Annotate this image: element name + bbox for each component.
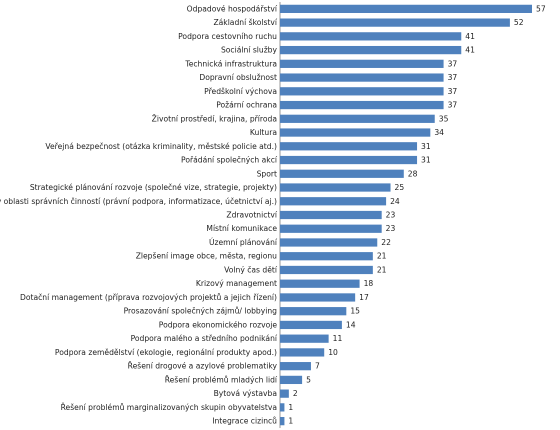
bar (280, 403, 285, 412)
category-label: Sport (257, 169, 277, 178)
value-label: 11 (333, 334, 343, 343)
value-label: 28 (408, 169, 418, 178)
category-label: Spolupráce v oblasti správních činností … (0, 197, 277, 206)
bar (280, 73, 444, 82)
value-label: 23 (386, 224, 396, 233)
bar (280, 197, 387, 206)
category-label: Pořádání společných akcí (181, 156, 278, 165)
category-label: Podpora zemědělství (ekologie, regionáln… (55, 348, 277, 357)
category-label: Bytová výstavba (214, 389, 277, 398)
bar (280, 114, 435, 123)
value-label: 35 (439, 114, 449, 123)
bar (280, 59, 444, 68)
category-label: Základní školství (213, 18, 277, 27)
category-label: Řešení problémů marginalizovaných skupin… (61, 403, 277, 412)
category-label: Životní prostředí, krajina, příroda (152, 114, 277, 123)
bar (280, 155, 418, 165)
bar (280, 45, 462, 55)
category-label: Požární ochrana (216, 101, 277, 110)
value-label: 1 (288, 403, 293, 412)
value-label: 31 (421, 142, 431, 151)
bar (280, 265, 373, 275)
value-label: 37 (448, 59, 458, 68)
value-label: 7 (315, 362, 320, 371)
category-label: Sociální služby (221, 46, 278, 55)
category-label: Podpora ekonomického rozvoje (159, 320, 278, 329)
category-label: Odpadové hospodářství (187, 4, 278, 13)
bar (280, 87, 444, 96)
category-label: Předškolní výchova (204, 87, 277, 96)
bar (280, 100, 444, 110)
category-label: Dopravní obslužnost (199, 73, 277, 82)
value-label: 21 (377, 252, 387, 261)
category-label: Územní plánování (209, 238, 278, 247)
bar (280, 238, 378, 247)
bar (280, 320, 342, 330)
value-label: 31 (421, 156, 431, 165)
bar (280, 169, 404, 178)
category-label: Dotační management (příprava rozvojových… (20, 293, 277, 302)
value-label: 37 (448, 73, 458, 82)
category-label: Integrace cizinců (212, 417, 277, 426)
value-label: 2 (293, 389, 298, 398)
value-label: 41 (465, 32, 475, 41)
category-label: Podpora cestovního ruchu (178, 32, 277, 41)
value-label: 10 (328, 348, 338, 357)
category-label: Zdravotnictví (226, 211, 277, 220)
value-label: 14 (346, 320, 356, 329)
bar (280, 279, 360, 288)
value-label: 57 (536, 4, 546, 13)
bar (280, 18, 510, 27)
category-label: Podpora malého a středního podnikání (131, 334, 278, 343)
category-label: Strategické plánování rozvoje (společné … (30, 183, 277, 192)
value-label: 37 (448, 87, 458, 96)
category-label: Zlepšení image obce, města, regionu (136, 252, 277, 261)
bar (280, 32, 462, 41)
value-label: 34 (434, 128, 444, 137)
category-label: Volný čas dětí (224, 265, 278, 274)
bar (280, 183, 391, 192)
bar (280, 128, 431, 137)
bar (280, 334, 329, 343)
category-label: Řešení drogové a azylové problematiky (128, 362, 278, 371)
bar (280, 375, 303, 385)
bar (280, 224, 382, 233)
category-label: Technická infrastruktura (184, 59, 277, 68)
category-label: Prosazování společných zájmů/ lobbying (124, 307, 278, 316)
value-label: 5 (306, 375, 311, 384)
bar (280, 362, 311, 371)
value-label: 1 (288, 417, 293, 426)
bar (280, 210, 382, 220)
value-label: 17 (359, 293, 369, 302)
bar (280, 4, 532, 13)
bar (280, 417, 285, 426)
bar (280, 252, 373, 261)
value-label: 21 (377, 265, 387, 274)
category-label: Kultura (250, 128, 277, 137)
value-label: 18 (364, 279, 374, 288)
bar (280, 348, 325, 357)
category-label: Krizový management (196, 279, 277, 288)
bar (280, 293, 356, 302)
value-label: 52 (514, 18, 524, 27)
value-label: 37 (448, 101, 458, 110)
bar (280, 142, 418, 151)
value-label: 41 (465, 46, 475, 55)
value-label: 22 (381, 238, 391, 247)
value-label: 24 (390, 197, 400, 206)
category-label: Místní komunikace (206, 224, 277, 233)
value-label: 15 (350, 307, 360, 316)
category-label: Veřejná bezpečnost (otázka kriminality, … (45, 142, 277, 151)
value-label: 25 (395, 183, 405, 192)
bar (280, 389, 289, 398)
category-label: Řešení problémů mladých lidí (165, 375, 278, 384)
bar (280, 307, 347, 316)
value-label: 23 (386, 211, 396, 220)
